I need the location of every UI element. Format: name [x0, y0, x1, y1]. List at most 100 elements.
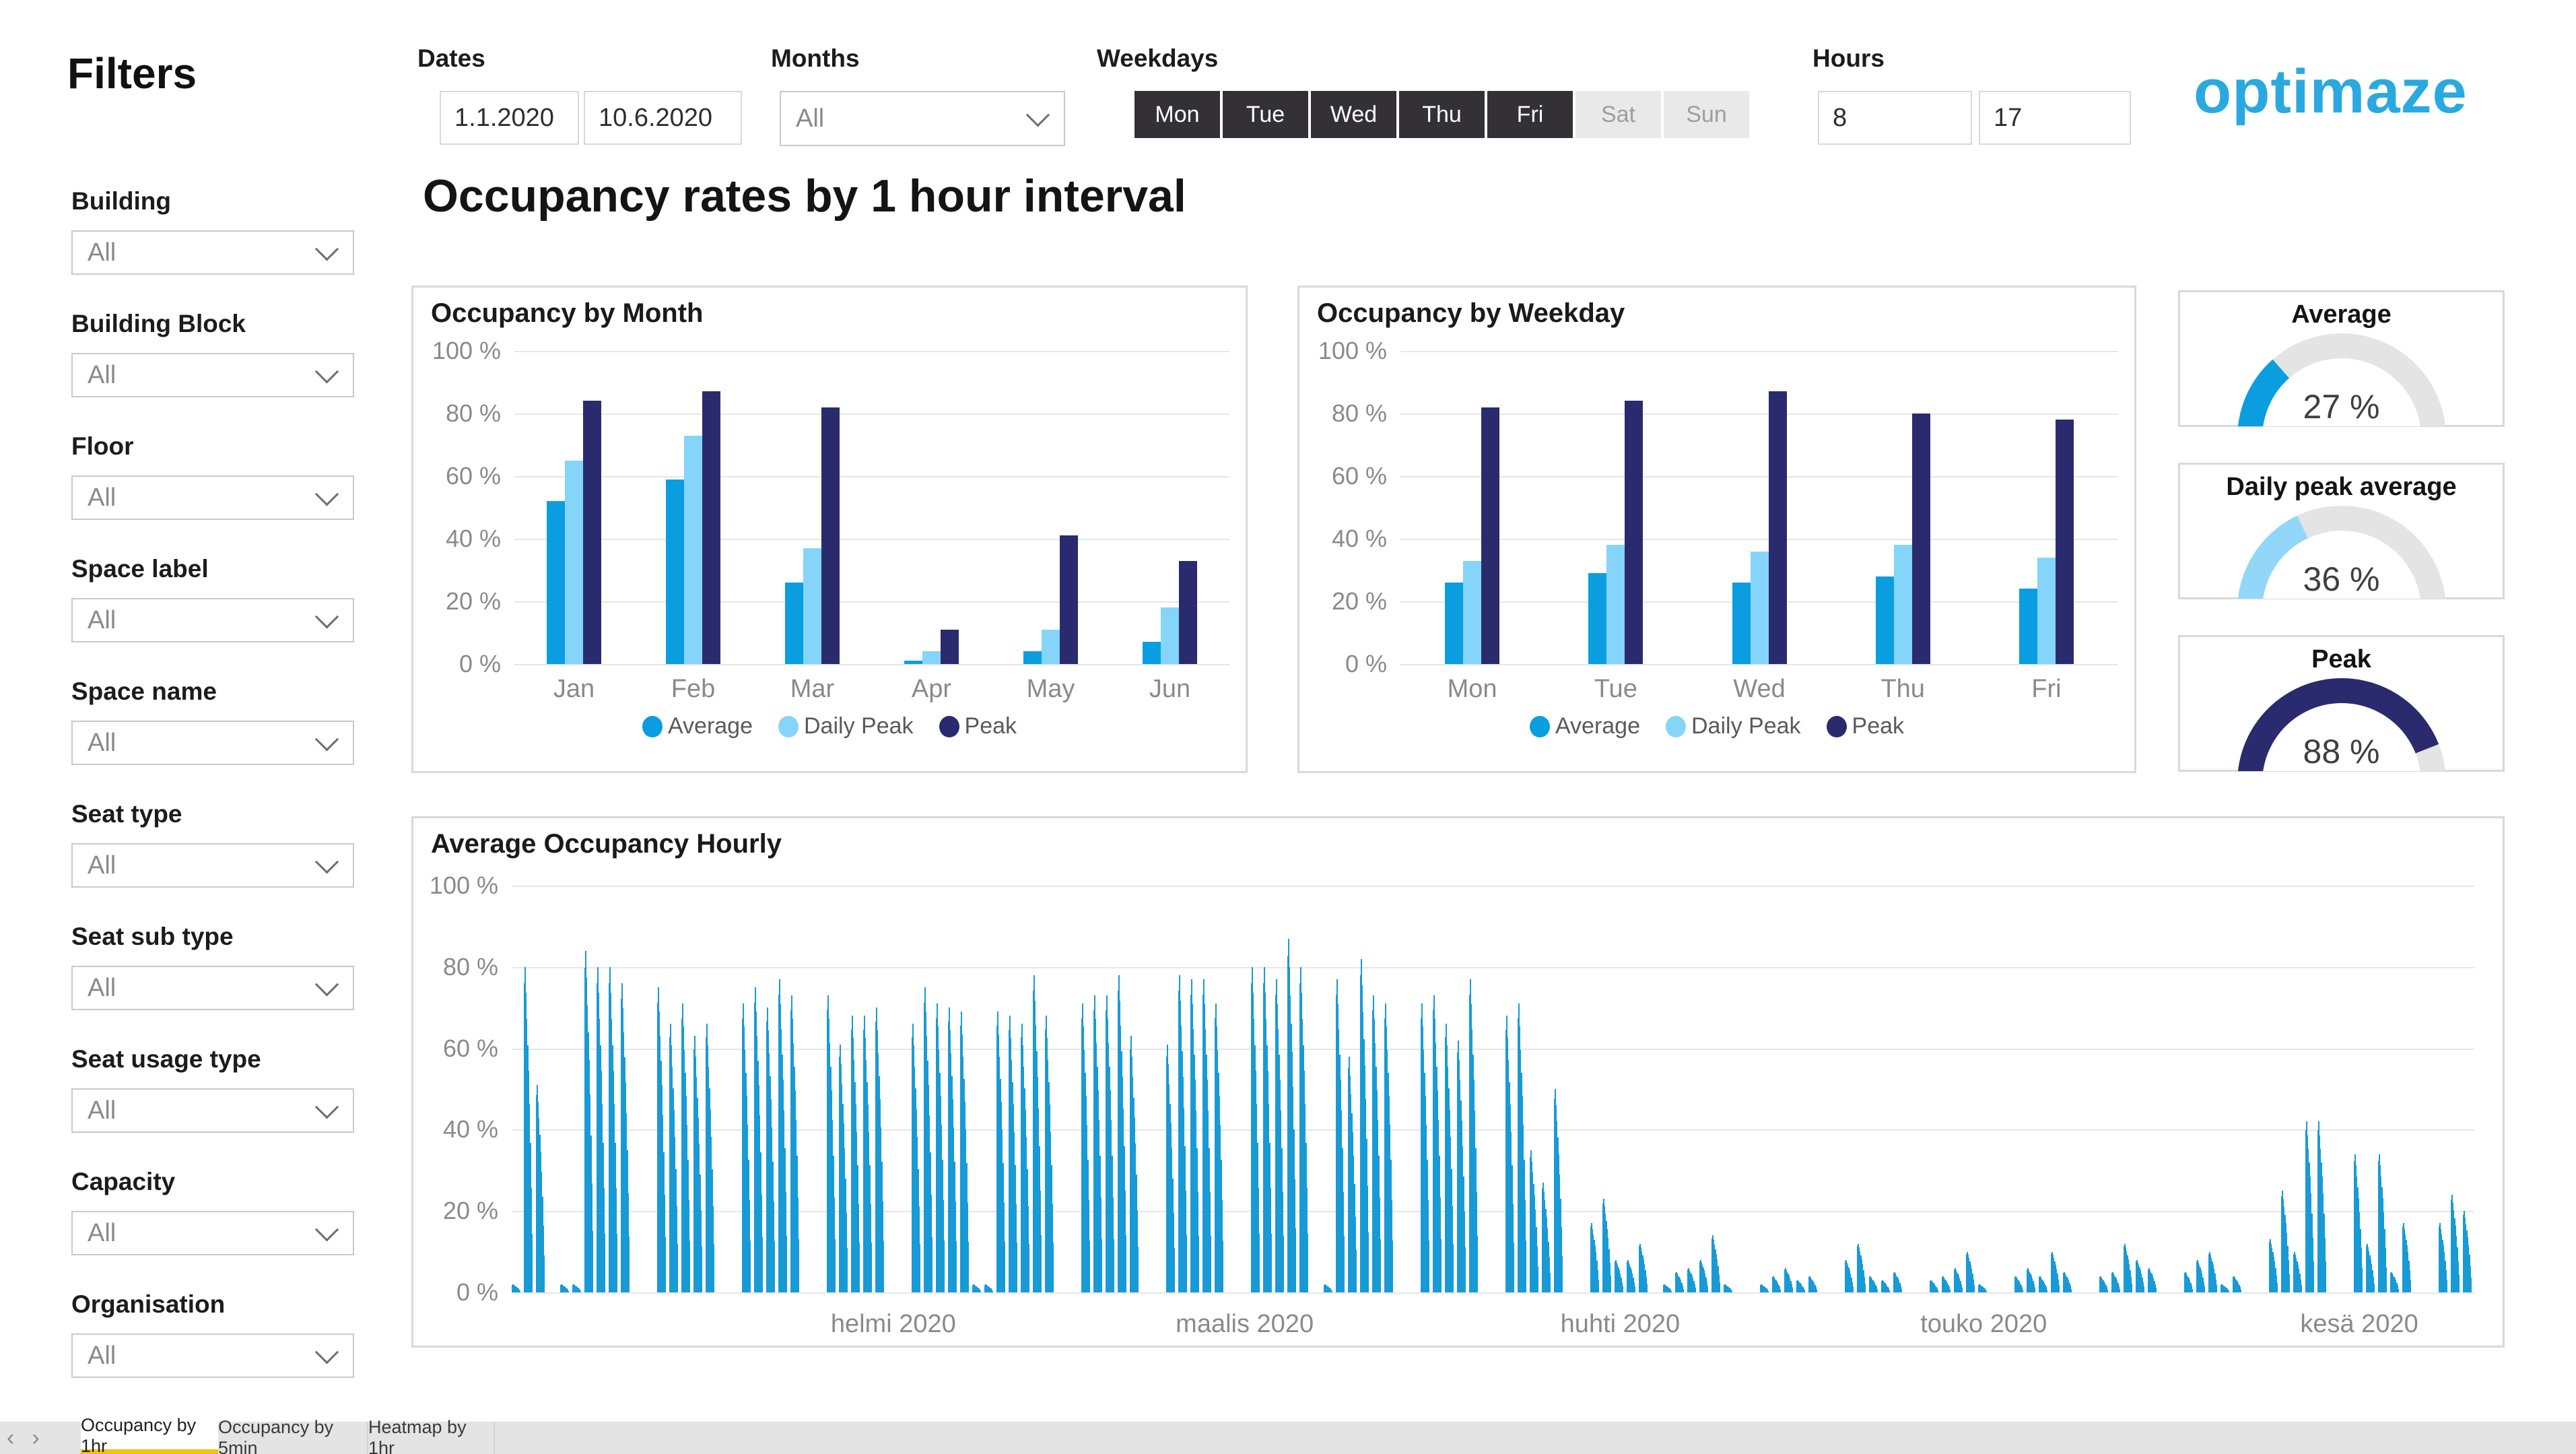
hourly-day-74[interactable]: [1409, 886, 1421, 1292]
legend-item-daily-peak[interactable]: Daily Peak: [1666, 713, 1801, 739]
hour-bar[interactable]: [2369, 1255, 2371, 1292]
hour-bar[interactable]: [1885, 1284, 1887, 1292]
hour-bar[interactable]: [1336, 979, 1338, 1292]
hourly-day-109[interactable]: [1833, 886, 1845, 1292]
hour-bar[interactable]: [1354, 1183, 1355, 1292]
hour-bar[interactable]: [1524, 1199, 1526, 1292]
hour-bar[interactable]: [2124, 1243, 2126, 1292]
hour-bar[interactable]: [1860, 1255, 1862, 1292]
hour-bar[interactable]: [2153, 1278, 2155, 1292]
hour-bar[interactable]: [1627, 1259, 1629, 1292]
hourly-day-149[interactable]: [2317, 886, 2330, 1292]
hour-bar[interactable]: [2015, 1276, 2016, 1292]
hour-bar[interactable]: [990, 1288, 992, 1292]
hour-bar[interactable]: [1025, 1109, 1027, 1292]
hour-bar[interactable]: [2021, 1287, 2023, 1292]
hour-bar[interactable]: [2361, 1248, 2363, 1292]
hourly-day-98[interactable]: [1699, 886, 1711, 1292]
hour-bar[interactable]: [774, 1241, 776, 1292]
hour-bar[interactable]: [2068, 1280, 2070, 1292]
hourly-day-139[interactable]: [2196, 886, 2208, 1292]
hour-bar[interactable]: [1641, 1251, 1643, 1292]
hour-bar[interactable]: [590, 1135, 592, 1292]
hour-bar[interactable]: [2031, 1276, 2033, 1292]
hour-bar[interactable]: [1324, 1284, 1326, 1292]
hourly-day-96[interactable]: [1675, 886, 1687, 1292]
hour-bar[interactable]: [2410, 1280, 2412, 1292]
hour-bar[interactable]: [1679, 1278, 1681, 1292]
hour-bar[interactable]: [1299, 983, 1301, 1292]
hourly-day-11[interactable]: [645, 886, 657, 1292]
hour-bar[interactable]: [539, 1134, 541, 1292]
hour-bar[interactable]: [1101, 1238, 1103, 1292]
hourly-day-69[interactable]: [1348, 886, 1360, 1292]
hour-bar[interactable]: [1338, 1029, 1340, 1292]
hour-bar[interactable]: [1099, 1156, 1101, 1292]
hourly-day-46[interactable]: [1069, 886, 1081, 1292]
hour-bar[interactable]: [2204, 1286, 2206, 1292]
hour-bar[interactable]: [1048, 1082, 1050, 1292]
hourly-day-90[interactable]: [1602, 886, 1615, 1292]
hour-bar[interactable]: [1675, 1273, 1676, 1292]
hour-bar[interactable]: [2154, 1281, 2155, 1292]
hour-bar[interactable]: [2045, 1287, 2047, 1292]
hour-bar[interactable]: [1463, 1176, 1464, 1292]
hour-bar[interactable]: [1562, 1255, 1563, 1292]
hour-bar[interactable]: [791, 995, 792, 1292]
bar-average-wed[interactable]: [1732, 583, 1751, 664]
hour-bar[interactable]: [1136, 1174, 1137, 1292]
hour-bar[interactable]: [1084, 1049, 1085, 1292]
bar-peak-feb[interactable]: [702, 391, 720, 664]
hourly-day-65[interactable]: [1299, 886, 1312, 1292]
hour-bar[interactable]: [536, 1095, 537, 1292]
hour-bar[interactable]: [629, 1236, 630, 1292]
hour-bar[interactable]: [684, 1049, 685, 1292]
hour-bar[interactable]: [1014, 1131, 1015, 1292]
hour-bar[interactable]: [1973, 1279, 1975, 1292]
hour-bar[interactable]: [1848, 1267, 1850, 1292]
hour-bar[interactable]: [754, 1002, 755, 1292]
hour-bar[interactable]: [1727, 1286, 1728, 1292]
hour-bar[interactable]: [1191, 979, 1192, 1292]
hour-to-input[interactable]: 17: [1979, 91, 2131, 145]
hourly-day-126[interactable]: [2039, 886, 2051, 1292]
hourly-day-21[interactable]: [766, 886, 778, 1292]
hour-bar[interactable]: [2192, 1288, 2194, 1292]
hour-bar[interactable]: [2277, 1282, 2278, 1292]
hour-bar[interactable]: [1897, 1278, 1899, 1292]
hour-bar[interactable]: [2390, 1273, 2392, 1292]
hour-bar[interactable]: [2059, 1285, 2060, 1292]
hour-bar[interactable]: [1469, 995, 1470, 1292]
hour-bar[interactable]: [1460, 1100, 1462, 1292]
hour-bar[interactable]: [2442, 1239, 2443, 1292]
hourly-day-25[interactable]: [815, 886, 827, 1292]
hour-bar[interactable]: [665, 1237, 667, 1292]
hour-bar[interactable]: [1477, 1236, 1479, 1292]
hourly-day-112[interactable]: [1869, 886, 1881, 1292]
hour-bar[interactable]: [1645, 1269, 1646, 1292]
hour-bar[interactable]: [1268, 1103, 1270, 1292]
hour-bar[interactable]: [1135, 1144, 1137, 1292]
legend-item-average[interactable]: Average: [1529, 713, 1640, 739]
select-building[interactable]: All: [71, 230, 354, 275]
hourly-day-151[interactable]: [2342, 886, 2354, 1292]
select-space-label[interactable]: All: [71, 598, 354, 642]
hour-bar[interactable]: [1288, 938, 1289, 1292]
hourly-day-147[interactable]: [2293, 886, 2305, 1292]
hourly-day-10[interactable]: [633, 886, 645, 1292]
hour-bar[interactable]: [2216, 1285, 2218, 1292]
hour-bar[interactable]: [2362, 1267, 2363, 1292]
hour-bar[interactable]: [1693, 1281, 1695, 1292]
hourly-day-102[interactable]: [1748, 886, 1760, 1292]
hourly-day-129[interactable]: [2075, 886, 2087, 1292]
hour-bar[interactable]: [1730, 1290, 1732, 1292]
hour-bar[interactable]: [1780, 1289, 1782, 1292]
hour-bar[interactable]: [1303, 1071, 1306, 1292]
hour-bar[interactable]: [2295, 1255, 2297, 1292]
hourly-day-37[interactable]: [960, 886, 972, 1292]
hour-bar[interactable]: [624, 1057, 625, 1292]
hourly-day-32[interactable]: [900, 886, 912, 1292]
hour-bar[interactable]: [1041, 1235, 1042, 1292]
hour-bar[interactable]: [1349, 1075, 1351, 1292]
hour-bar[interactable]: [865, 1038, 867, 1292]
